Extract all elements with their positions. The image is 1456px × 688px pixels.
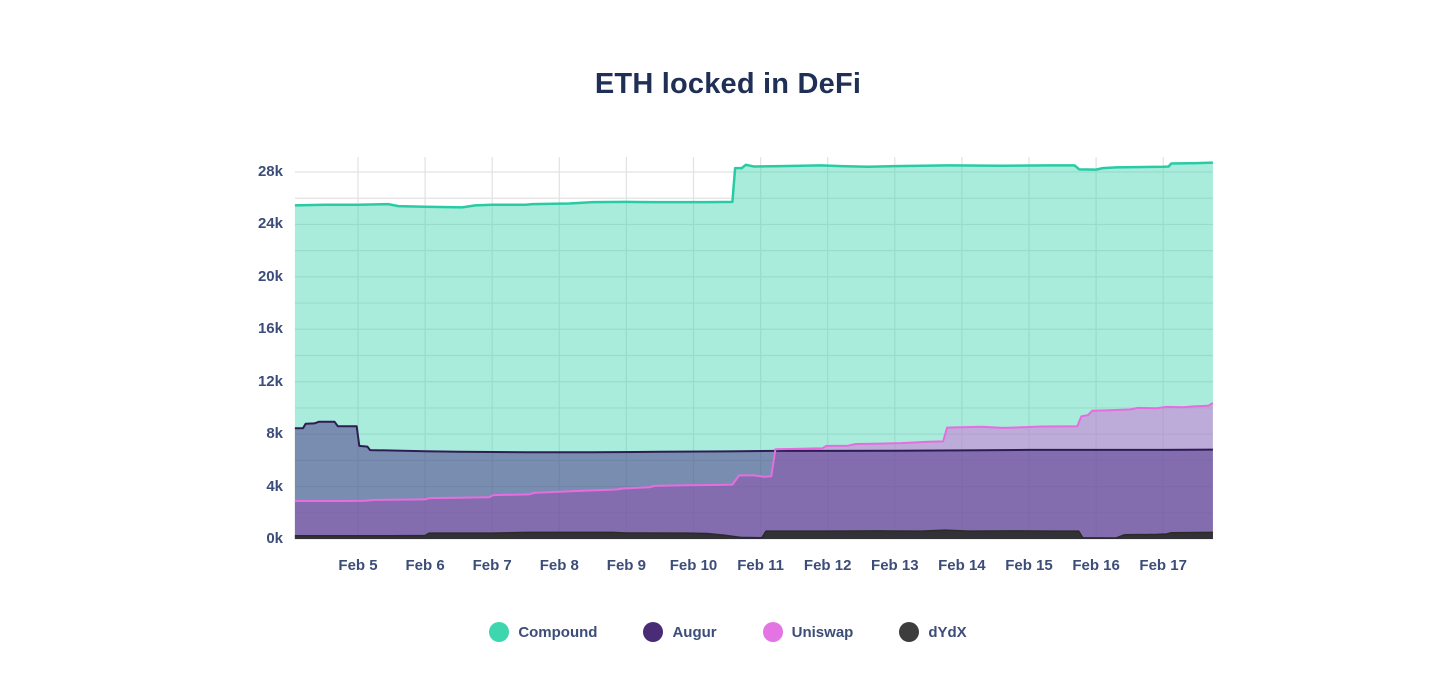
dydx-line — [294, 529, 1213, 539]
legend-label: Compound — [518, 623, 598, 641]
y-tick-label: 28k — [257, 163, 283, 180]
y-tick-label: 12k — [257, 372, 283, 390]
y-tick-label: 4k — [266, 477, 283, 495]
chart-legend: Compound Augur Uniswap dYdX — [0, 618, 1456, 646]
x-tick-label: Feb 13 — [871, 557, 919, 574]
x-tick-label: Feb 6 — [405, 557, 445, 574]
uniswap-swatch-icon — [762, 622, 783, 642]
x-tick-label: Feb 9 — [606, 557, 646, 574]
chart-title: ETH locked in DeFi — [594, 68, 862, 100]
x-tick-label: Feb 10 — [669, 557, 718, 574]
legend-item-dydx[interactable]: dYdX — [899, 622, 967, 642]
y-tick-label: 16k — [257, 320, 283, 338]
dydx-area — [294, 530, 1213, 539]
compound-line — [294, 161, 1213, 209]
x-tick-label: Feb 5 — [338, 557, 378, 574]
legend-item-compound[interactable]: Compound — [489, 622, 597, 642]
x-tick-label: Feb 8 — [539, 557, 579, 574]
y-tick-label: 8k — [266, 425, 283, 443]
x-tick-label: Feb 15 — [1005, 557, 1053, 574]
x-tick-label: Feb 12 — [803, 557, 852, 574]
x-tick-label: Feb 11 — [737, 557, 784, 574]
legend-label: dYdX — [928, 623, 967, 641]
legend-label: Uniswap — [791, 623, 854, 641]
y-tick-label: 20k — [257, 267, 283, 285]
x-tick-label: Feb 16 — [1072, 557, 1120, 574]
augur-swatch-icon — [643, 622, 664, 642]
legend-label: Augur — [672, 623, 717, 641]
legend-item-uniswap[interactable]: Uniswap — [762, 622, 854, 642]
y-tick-label: 24k — [257, 215, 283, 233]
dydx-swatch-icon — [899, 622, 920, 642]
x-tick-label: Feb 14 — [938, 557, 986, 574]
compound-area — [294, 162, 1213, 539]
y-tick-label: 0k — [266, 530, 283, 547]
x-tick-label: Feb 17 — [1139, 557, 1187, 574]
uniswap-line — [294, 402, 1214, 502]
legend-item-augur[interactable]: Augur — [643, 622, 717, 642]
compound-swatch-icon — [489, 622, 510, 642]
augur-line — [294, 420, 1213, 454]
x-tick-label: Feb 7 — [472, 557, 512, 574]
